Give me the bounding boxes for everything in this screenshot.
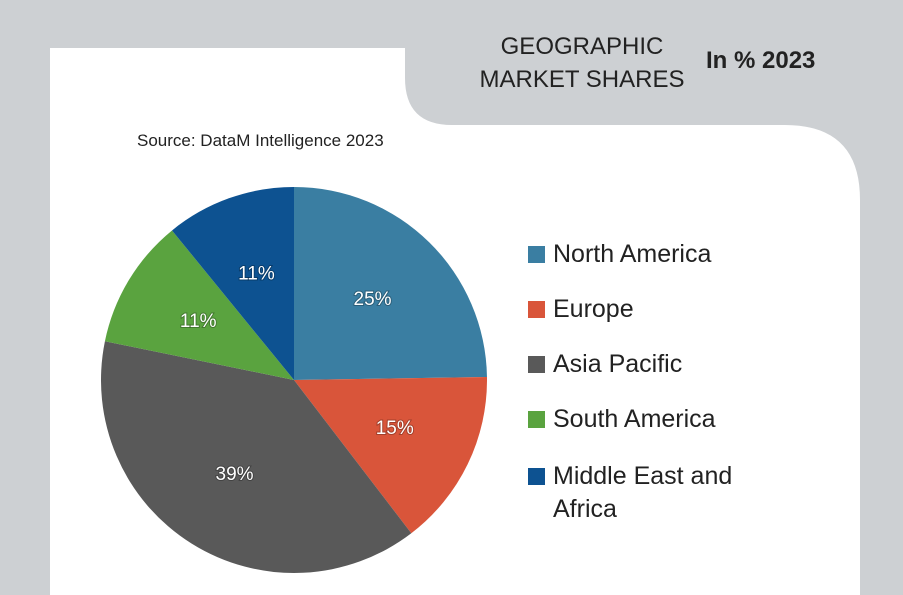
slice-label: 25% [354,289,392,310]
legend-label: Middle East and Africa [553,462,733,523]
slice-label: 11% [238,264,275,285]
pie-slice [100,341,412,573]
header-tab [405,40,860,200]
slice-label: 15% [376,418,414,439]
legend-swatch [528,246,545,263]
legend-entry: North America [528,238,768,271]
legend-swatch [528,301,545,318]
legend-label: Europe [553,295,634,323]
legend-swatch [528,356,545,373]
legend-entry: Europe [528,293,768,326]
source-note: Source: DataM Intelligence 2023 [137,131,384,150]
legend-swatch [528,468,545,485]
pie-slice [104,230,295,380]
chart-subtitle: In % 2023 [706,47,816,74]
chart-title: GEOGRAPHIC MARKET SHARES [479,33,685,93]
legend-entry: South America [528,403,768,436]
pie-slice [294,187,487,380]
legend-entry: Asia Pacific [528,348,768,381]
legend-label: North America [553,240,712,268]
pie-slice [294,376,487,534]
pie-slice [171,187,294,380]
legend-entry: Middle East and Africa [528,460,768,526]
legend-label: Asia Pacific [553,350,683,378]
slice-label: 11% [180,311,217,332]
legend-label: South America [553,405,716,433]
legend-swatch [528,411,545,428]
slice-label: 39% [216,464,254,485]
